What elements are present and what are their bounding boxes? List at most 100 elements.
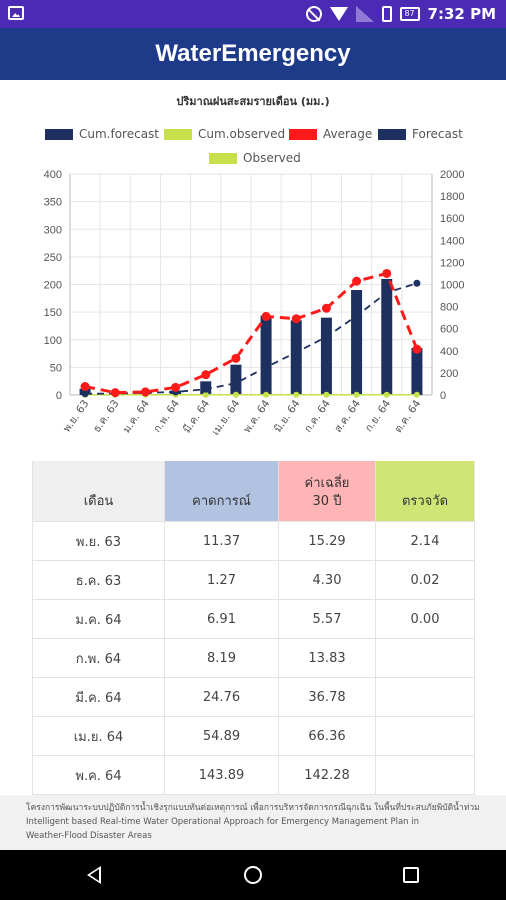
average-point [382, 268, 392, 278]
y-right-tick-label: 2000 [440, 169, 464, 181]
table-row: มี.ค. 64 24.76 36.78 [32, 678, 475, 717]
cell-forecast: 24.76 [165, 678, 279, 716]
y-right-tick-label: 1800 [440, 191, 464, 203]
cell-average: 142.28 [279, 756, 376, 794]
table-header-row: เดือน คาดการณ์ ค่าเฉลี่ย 30 ปี ตรวจวัด [32, 461, 475, 522]
x-tick-label: พ.ย. 63 [61, 398, 92, 435]
cell-forecast: 143.89 [165, 756, 279, 794]
x-tick-label: ธ.ค. 63 [91, 398, 122, 435]
cell-observed [376, 639, 475, 677]
cum-forecast-point [413, 279, 421, 287]
forecast-bar [290, 320, 302, 395]
x-tick-label: ต.ค. 64 [392, 398, 423, 436]
y-right-tick-label: 400 [440, 346, 458, 358]
y-axis-right: 0 200 400 600 800 1000 1200 1400 1600 1800 2000 [440, 169, 464, 402]
table-body: พ.ย. 63 11.37 15.29 2.14 ธ.ค. 63 1.27 4.30 0.02… [32, 522, 475, 795]
x-axis-labels: พ.ย. 63 ธ.ค. 63ม.ค. 64 ก.พ. 64มี.ค. 64เม.ย… [61, 397, 424, 438]
average-point [201, 370, 211, 380]
cell-month: พ.ย. 63 [32, 522, 165, 560]
app-title: WaterEmergency [155, 40, 351, 67]
y-right-tick-label: 800 [440, 302, 458, 314]
cell-average: 5.57 [279, 600, 376, 638]
cum-observed-point [323, 391, 330, 398]
forecast-bar [351, 290, 363, 395]
status-icons: 87 7:32 PM [305, 4, 496, 24]
x-tick-label: เม.ย. 64 [210, 398, 243, 438]
cell-average: 13.83 [279, 639, 376, 677]
app-bar: WaterEmergency [0, 28, 506, 80]
cell-month: ธ.ค. 63 [32, 561, 165, 599]
back-button-icon[interactable] [87, 866, 101, 884]
cum-observed-point [383, 391, 390, 398]
forecast-bar [260, 315, 272, 395]
average-point [321, 303, 331, 313]
forecast-bar [411, 348, 423, 395]
clock: 7:32 PM [427, 5, 496, 23]
average-point [291, 314, 301, 324]
header-average-line1: ค่าเฉลี่ย [304, 476, 350, 491]
table-row: ก.พ. 64 8.19 13.83 [32, 639, 475, 678]
legend-item-forecast[interactable]: Forecast [378, 126, 463, 142]
legend-item-cum-observed[interactable]: Cum.observed [164, 126, 285, 142]
navigation-bar [0, 850, 506, 900]
legend-item-average[interactable]: Average [289, 126, 372, 142]
chart-grid [69, 173, 433, 396]
cell-average: 15.29 [279, 522, 376, 560]
legend-item-observed[interactable]: Observed [209, 150, 301, 166]
home-button-icon[interactable] [244, 866, 262, 884]
average-point [261, 311, 271, 321]
table-row: เม.ย. 64 54.89 66.36 [32, 717, 475, 756]
vibrate-icon [381, 6, 392, 22]
gallery-notification-icon [8, 6, 24, 20]
x-tick-label: ก.ย. 64 [363, 398, 394, 435]
cum-forecast-point [262, 363, 270, 371]
forecast-bar [381, 278, 393, 395]
chart-title: ปริมาณฝนสะสมรายเดือน (มม.) [176, 95, 330, 108]
y-left-tick-label: 150 [44, 307, 62, 319]
forecast-bar [320, 317, 332, 395]
y-left-tick-label: 250 [44, 252, 62, 264]
cum-forecast-point [322, 333, 330, 341]
x-tick-label: มี.ค. 64 [180, 397, 212, 435]
recent-apps-button-icon[interactable] [403, 867, 419, 883]
legend-item-cum-forecast[interactable]: Cum.forecast [45, 126, 159, 142]
legend-swatch-average [289, 128, 317, 140]
legend-label: Cum.observed [198, 127, 286, 141]
table-row: ม.ค. 64 6.91 5.57 0.00 [32, 600, 475, 639]
cum-observed-point [202, 391, 209, 398]
cell-observed: 0.02 [376, 561, 475, 599]
y-axis-left: 0 50 100 150 200 250 300 350 400 [44, 169, 62, 402]
cum-observed-point [232, 391, 239, 398]
y-left-tick-label: 50 [50, 362, 62, 374]
cum-forecast-point [232, 379, 240, 387]
legend-swatch-cum-observed [164, 128, 192, 140]
y-left-tick-label: 300 [44, 224, 62, 236]
cum-forecast-point [292, 348, 300, 356]
cum-observed-point [413, 391, 420, 398]
x-tick-label: ก.พ. 64 [151, 398, 182, 435]
y-right-tick-label: 0 [440, 390, 446, 402]
y-right-tick-label: 1000 [440, 280, 464, 292]
x-tick-label: มิ.ย. 64 [272, 398, 303, 435]
y-left-tick-label: 350 [44, 197, 62, 209]
legend-label: Cum.forecast [79, 127, 160, 141]
cell-forecast: 8.19 [165, 639, 279, 677]
y-left-tick-label: 400 [44, 169, 62, 181]
y-right-tick-label: 1200 [440, 257, 464, 269]
average-point [352, 276, 362, 286]
cell-observed [376, 678, 475, 716]
cell-observed: 2.14 [376, 522, 475, 560]
header-observed: ตรวจวัด [376, 461, 475, 521]
cell-signal-icon [355, 6, 374, 22]
cell-month: ม.ค. 64 [32, 600, 165, 638]
rainfall-chart[interactable]: 0 50 100 150 200 250 300 350 400 0 200 400 600 800 10… [0, 165, 506, 455]
cell-observed: 0.00 [376, 600, 475, 638]
battery-icon: 87 [399, 7, 420, 21]
series-lines [80, 268, 422, 398]
cum-forecast-point [202, 385, 210, 393]
cum-observed-point [263, 391, 270, 398]
legend-swatch-forecast [378, 128, 406, 140]
average-point [231, 353, 241, 363]
cum-forecast-point [353, 312, 361, 320]
average-point [171, 382, 181, 392]
